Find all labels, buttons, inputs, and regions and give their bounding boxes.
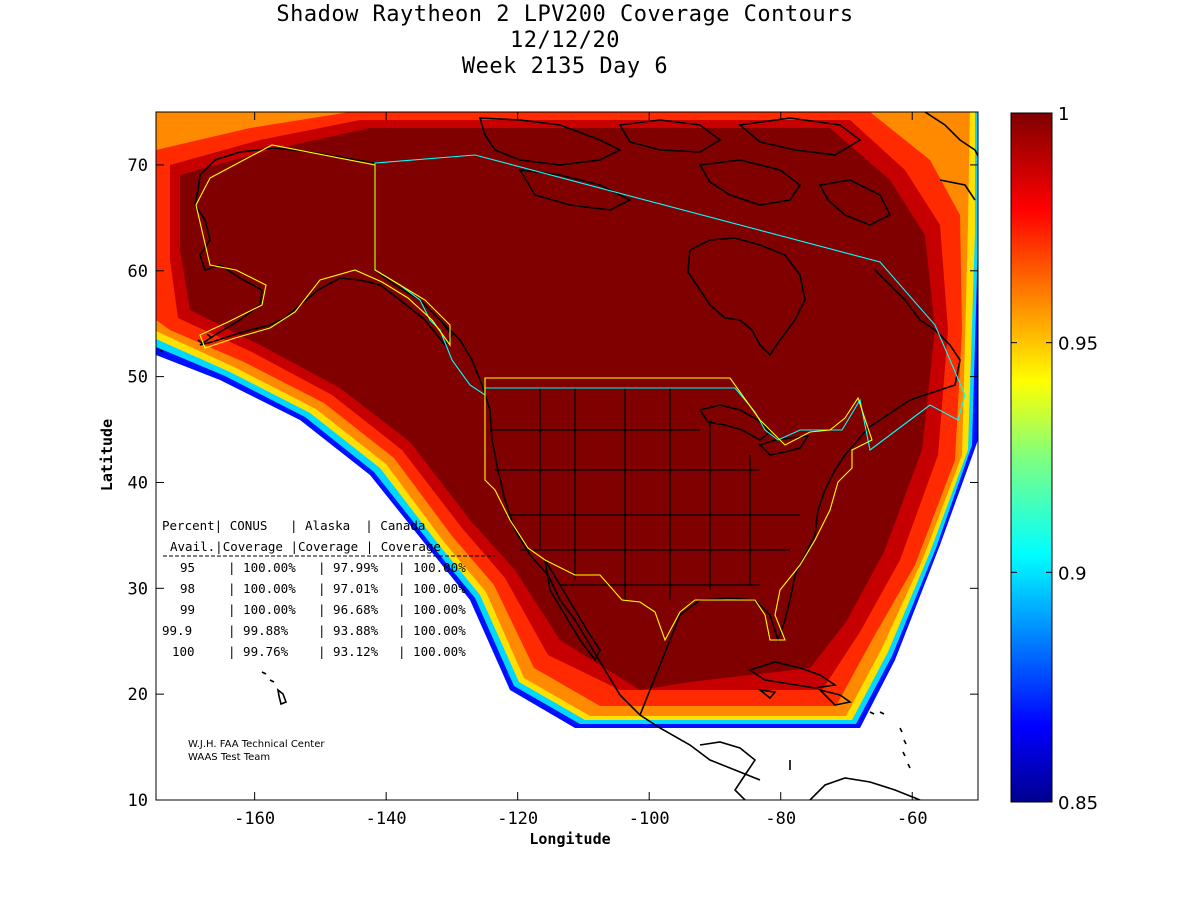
x-axis: -160 -140 -120 -100 -80 -60 [234, 112, 928, 829]
table-cell: | 97.01% [318, 581, 379, 596]
colorbar-tick-label: 0.85 [1058, 793, 1098, 814]
map-frame [155, 111, 979, 801]
table-cell: 98 [180, 581, 195, 596]
y-axis-label: Latitude [98, 419, 116, 491]
colorbar-tick-label: 0.9 [1058, 563, 1087, 584]
y-axis: 70 60 50 40 30 20 10 [128, 156, 978, 811]
table-cell: | 100.00% [398, 560, 466, 575]
y-tick-label: 70 [128, 156, 148, 176]
credit-line-1: W.J.H. FAA Technical Center [188, 739, 325, 750]
table-cell: 99.9 [162, 623, 192, 638]
availability-stats-table: Percent| CONUS | Alaska | Canada Avail.|… [162, 518, 495, 659]
x-tick-label: -140 [366, 809, 407, 829]
table-cell: | 96.68% [318, 602, 379, 617]
table-cell: | 99.88% [228, 623, 289, 638]
x-tick-label: -160 [234, 809, 275, 829]
table-cell: | 100.00% [398, 581, 466, 596]
table-cell: 100 [172, 644, 195, 659]
colorbar-ticks: 1 0.95 0.9 0.85 [1011, 104, 1098, 814]
table-cell: | 100.00% [398, 644, 466, 659]
table-cell: | 100.00% [228, 602, 296, 617]
y-tick-label: 30 [128, 579, 148, 599]
x-tick-label: -120 [497, 809, 538, 829]
x-tick-label: -80 [765, 809, 796, 829]
table-cell: 95 [180, 560, 195, 575]
alaska-region-outline [195, 144, 451, 349]
table-header-row1: Percent| CONUS | Alaska | Canada [162, 518, 425, 533]
canada-region-outline [374, 154, 966, 451]
table-cell: | 100.00% [228, 560, 296, 575]
chart-date: 12/12/20 [510, 28, 620, 53]
colorbar-tick-label: 1 [1058, 104, 1069, 125]
conus-region-outline [484, 377, 873, 642]
table-cell: | 97.99% [318, 560, 379, 575]
y-tick-label: 40 [128, 473, 148, 493]
x-tick-label: -100 [629, 809, 670, 829]
x-tick-label: -60 [897, 809, 928, 829]
x-axis-label: Longitude [529, 830, 610, 848]
y-tick-label: 50 [128, 368, 148, 388]
map-area [156, 112, 978, 800]
y-tick-label: 60 [128, 262, 148, 282]
colorbar [1010, 112, 1053, 803]
table-cell: | 100.00% [398, 623, 466, 638]
table-header-row2: Avail.|Coverage |Coverage | Coverage [170, 539, 441, 554]
chart-title: Shadow Raytheon 2 LPV200 Coverage Contou… [276, 2, 854, 27]
table-cell: 99 [180, 602, 195, 617]
y-tick-label: 10 [128, 791, 148, 811]
chart-week-day: Week 2135 Day 6 [461, 54, 669, 79]
table-cell: | 93.88% [318, 623, 379, 638]
colorbar-tick-label: 0.95 [1058, 334, 1098, 355]
table-cell: | 100.00% [398, 602, 466, 617]
table-cell: | 100.00% [228, 581, 296, 596]
credit-line-2: WAAS Test Team [188, 752, 270, 763]
y-tick-label: 20 [128, 685, 148, 705]
table-cell: | 99.76% [228, 644, 289, 659]
table-cell: | 93.12% [318, 644, 379, 659]
